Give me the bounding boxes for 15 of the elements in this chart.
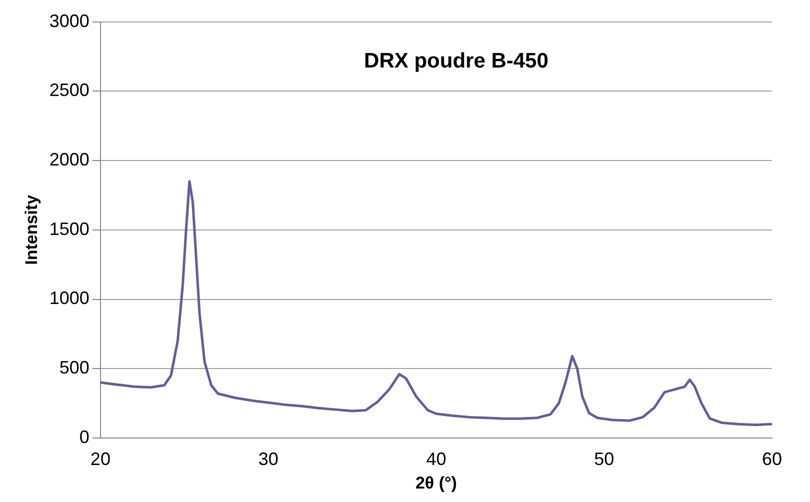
y-tick-label: 1000 xyxy=(49,288,90,308)
y-tick-label: 0 xyxy=(79,426,90,447)
x-tick-label: 20 xyxy=(90,448,110,469)
x-tick-label: 40 xyxy=(426,448,446,469)
y-tick-label: 2500 xyxy=(49,80,90,100)
y-tick-label: 3000 xyxy=(49,10,90,31)
y-tick-label: 500 xyxy=(59,358,90,378)
y-tick-label: 1500 xyxy=(49,218,90,239)
text: DRX poudre B-450 xyxy=(364,50,548,73)
x-tick-label: 30 xyxy=(258,448,278,469)
x-tick-label: 60 xyxy=(762,448,782,469)
x-tick-label: 50 xyxy=(594,448,614,469)
y-tick-label: 2000 xyxy=(49,150,90,170)
y-axis-title: Intensity xyxy=(22,194,41,265)
x-axis-title: 2θ (°) xyxy=(415,473,457,492)
